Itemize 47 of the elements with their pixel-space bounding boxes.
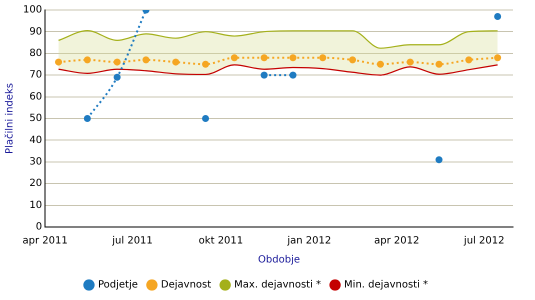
point	[260, 72, 268, 79]
x-tick-label: apr 2012	[374, 236, 420, 247]
y-tick-label: 60	[29, 91, 42, 102]
legend-label: Min. dejavnosti *	[344, 280, 428, 291]
y-axis-title: Plačilni indeks	[4, 83, 16, 154]
point	[436, 60, 443, 68]
point	[84, 56, 91, 64]
point	[465, 56, 472, 64]
point	[376, 60, 384, 68]
point	[202, 60, 210, 68]
point	[494, 54, 502, 62]
point	[289, 54, 296, 62]
x-tick-label: jan 2012	[286, 236, 332, 247]
y-tick-label: 100	[22, 4, 42, 16]
y-tick-label: 20	[29, 178, 42, 190]
point	[349, 56, 356, 64]
y-tick-label: 50	[29, 113, 42, 124]
x-tick-label: apr 2011	[22, 236, 68, 247]
x-tick-label: jul 2011	[111, 236, 153, 247]
point	[319, 54, 326, 62]
x-axis-title: Obdobje	[258, 254, 300, 266]
point	[142, 56, 150, 64]
point	[172, 58, 180, 66]
legend-label: Max. dejavnosti *	[234, 280, 322, 291]
point	[55, 58, 62, 66]
y-tick-label: 90	[29, 26, 42, 38]
point	[260, 54, 268, 62]
point	[114, 58, 121, 66]
legend-label: Podjetje	[98, 280, 138, 291]
y-tick-label: 0	[36, 222, 42, 233]
point	[202, 115, 210, 122]
y-tick-label: 30	[29, 156, 42, 168]
point	[230, 54, 238, 62]
y-tick-label: 40	[29, 134, 42, 146]
point	[289, 72, 296, 79]
x-tick-label: jul 2012	[462, 236, 504, 247]
y-tick-label: 80	[29, 48, 42, 59]
point	[406, 58, 414, 66]
line-series	[58, 30, 498, 49]
x-tick-label: okt 2011	[198, 236, 244, 247]
y-tick-label: 70	[29, 70, 42, 81]
legend-label: Dejavnost	[160, 280, 212, 291]
point	[114, 74, 121, 81]
y-tick-label: 10	[29, 200, 42, 211]
point	[84, 115, 91, 122]
point	[436, 156, 443, 164]
point	[494, 13, 502, 20]
